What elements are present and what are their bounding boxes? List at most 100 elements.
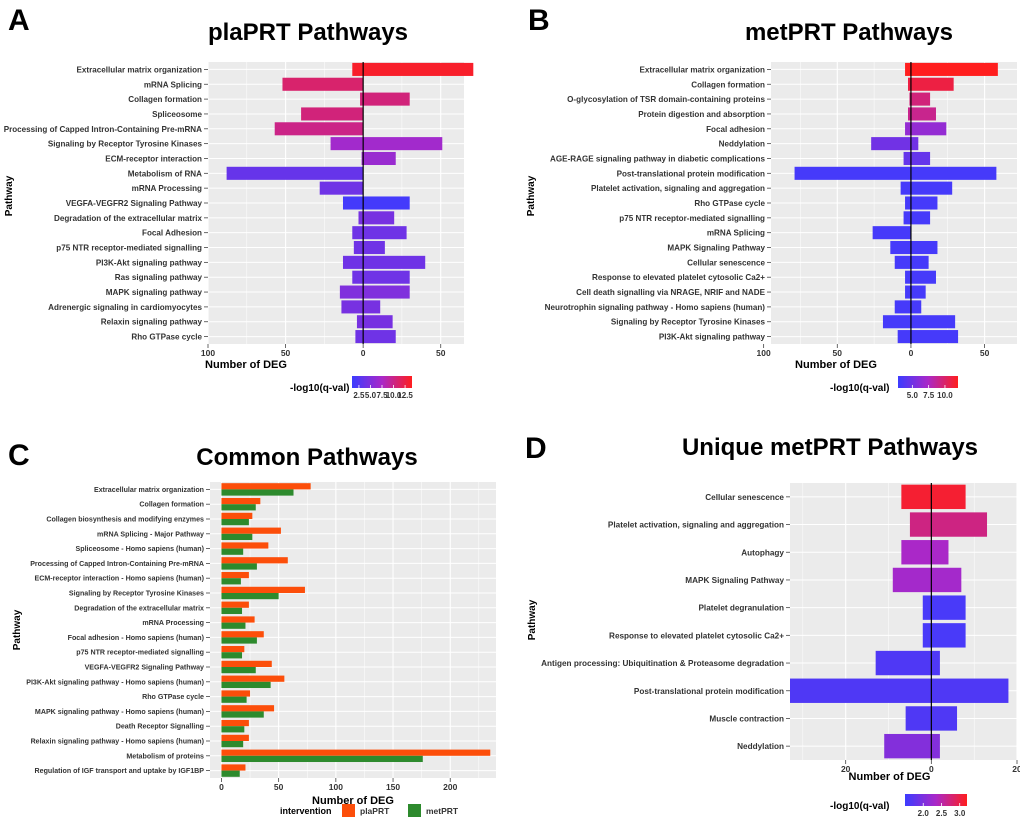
y-tick-label: Metabolism of RNA <box>128 169 202 178</box>
bar-mrna-processing-plaprt <box>221 616 255 623</box>
panel-c: C Common Pathways Extracellular matrix org… <box>8 439 496 817</box>
legend-title: -log10(q-val) <box>830 801 889 812</box>
x-axis-label: Number of DEG <box>849 771 931 783</box>
y-tick-label: Neddylation <box>737 742 784 751</box>
bar-neddylation-neg <box>871 137 911 151</box>
bar-pi3k-akt-signaling-pathway-pos <box>910 330 959 344</box>
colorbar-legend: -log10(q-val) 2.0 2.5 3.0 <box>830 794 967 818</box>
y-tick-label: p75 NTR receptor-mediated signalling <box>76 649 204 657</box>
colorbar-tick-label: 7.5 <box>376 391 388 400</box>
bar-rho-gtpase-cycle-neg <box>355 330 364 344</box>
bar-focal-adhesion-homo-sapiens-human-metprt <box>221 637 257 644</box>
bar-focal-adhesion-neg <box>352 226 364 240</box>
y-tick-label: Spliceosome - Homo sapiens (human) <box>76 545 205 553</box>
y-tick-label: Collagen formation <box>691 80 765 89</box>
y-tick-label: mRNA Processing <box>132 184 202 193</box>
y-tick-label: Signaling by Receptor Tyrosine Kinases <box>611 318 766 327</box>
panel-d: D Unique metPRT Pathways Cellular senescen… <box>525 432 1020 818</box>
y-tick-label: Signaling by Receptor Tyrosine Kinases <box>69 590 204 598</box>
y-tick-label: Cellular senescence <box>705 493 784 502</box>
bar-adrenergic-signaling-in-cardiomyocytes-neg <box>341 300 364 314</box>
bar-p75-ntr-receptor-mediated-signalling-metprt <box>221 652 243 659</box>
y-axis-label: Pathway <box>4 175 15 216</box>
y-tick-label: AGE-RAGE signaling pathway in diabetic c… <box>550 154 765 163</box>
bar-autophagy-pos <box>931 540 949 565</box>
y-tick-label: Protein digestion and absorption <box>638 110 765 119</box>
bar-mapk-signaling-pathway-neg <box>339 285 364 299</box>
bar-mapk-signaling-pathway-pos <box>931 567 962 593</box>
bar-mrna-splicing-neg <box>282 77 364 91</box>
y-tick-label: O-glycosylation of TSR domain-containing… <box>567 95 765 104</box>
y-tick-label: p75 NTR receptor-mediated signalling <box>619 214 765 223</box>
bar-mapk-signaling-pathway-pos <box>363 285 410 299</box>
y-tick-label: Signaling by Receptor Tyrosine Kinases <box>48 140 203 149</box>
y-tick-label: PI3K-Akt signaling pathway <box>659 333 766 342</box>
bar-muscle-contraction-pos <box>931 706 958 731</box>
y-tick-label: Focal Adhesion <box>142 229 202 238</box>
y-tick-label: Neurotrophin signaling pathway - Homo sa… <box>545 303 766 312</box>
bar-pi3k-akt-signaling-pathway-neg <box>897 330 911 344</box>
x-tick-label: 50 <box>833 348 843 358</box>
bar-age-rage-signaling-pathway-in-diabetic-complications-pos <box>910 151 931 166</box>
panel-letter: B <box>528 4 550 37</box>
bar-neddylation-neg <box>884 733 932 759</box>
bar-p75-ntr-receptor-mediated-signalling-pos <box>363 240 385 255</box>
bar-muscle-contraction-neg <box>905 706 932 731</box>
y-tick-label: Ras signaling pathway <box>115 273 203 282</box>
y-tick-label: Platelet degranulation <box>698 604 784 613</box>
x-tick-label: 50 <box>281 348 291 358</box>
colorbar-legend: -log10(q-val) 5.0 7.5 10.0 <box>830 376 958 400</box>
bar-response-to-elevated-platelet-cytosolic-ca2-pos <box>910 270 936 284</box>
bar-collagen-formation-plaprt <box>221 497 261 505</box>
bar-p75-ntr-receptor-mediated-signalling-neg <box>353 240 364 255</box>
y-tick-label: Focal adhesion <box>706 125 765 134</box>
bar-collagen-biosynthesis-and-modifying-enzymes-metprt <box>221 519 249 526</box>
bar-pi3k-akt-signaling-pathway-neg <box>342 255 364 269</box>
bar-collagen-formation-pos <box>363 92 410 106</box>
legend-title: intervention <box>280 806 332 816</box>
bar-mapk-signaling-pathway-neg <box>890 240 911 255</box>
bar-collagen-biosynthesis-and-modifying-enzymes-plaprt <box>221 512 253 519</box>
y-tick-label: Autophagy <box>741 548 784 557</box>
x-tick-label: 0 <box>361 348 366 358</box>
chart-title: metPRT Pathways <box>745 19 953 46</box>
bar-ecm-receptor-interaction-homo-sapiens-human-plaprt <box>221 571 249 579</box>
x-tick-label: 150 <box>386 782 400 792</box>
bar-focal-adhesion-pos <box>910 122 947 136</box>
bar-ras-signaling-pathway-pos <box>363 270 410 284</box>
x-tick-label: 100 <box>757 348 771 358</box>
colorbar-legend: -log10(q-val) 2.5 5.0 7.510.012.5 <box>290 376 413 400</box>
y-tick-label: PI3K-Akt signaling pathway <box>96 258 203 267</box>
y-tick-label: Antigen processing: Ubiquitination & Pro… <box>541 659 784 668</box>
y-tick-label: Relaxin signaling pathway - Homo sapiens… <box>31 738 205 746</box>
y-tick-label: PI3K-Akt signaling pathway - Homo sapien… <box>26 678 204 686</box>
bar-post-translational-protein-modification-pos <box>910 166 997 180</box>
bar-signaling-by-receptor-tyrosine-kinases-pos <box>910 315 956 329</box>
y-tick-label: ECM-receptor interaction <box>105 154 202 163</box>
colorbar-tick-label: 3.0 <box>954 809 966 818</box>
y-tick-label: Focal adhesion - Homo sapiens (human) <box>68 634 205 642</box>
bar-spliceosome-homo-sapiens-human-metprt <box>221 548 244 555</box>
y-tick-label: Neddylation <box>719 140 765 149</box>
y-tick-label: MAPK Signaling Pathway <box>667 244 765 253</box>
colorbar-tick-label: 10.0 <box>386 391 402 400</box>
bar-ecm-receptor-interaction-pos <box>363 151 396 166</box>
legend-swatch-plaprt <box>342 804 355 817</box>
bar-platelet-activation-signaling-and-aggregation-neg <box>900 181 911 195</box>
bar-regulation-of-igf-transport-and-uptake-by-igf1bp-metprt <box>221 770 240 777</box>
bar-metabolism-of-proteins-plaprt <box>221 749 491 756</box>
y-tick-label: Rho GTPase cycle <box>142 693 204 701</box>
chart-title: plaPRT Pathways <box>208 19 408 46</box>
colorbar <box>905 794 967 806</box>
bar-mapk-signaling-pathway-neg <box>892 567 932 593</box>
bar-post-translational-protein-modification-neg <box>790 678 932 703</box>
bar-degradation-of-the-extracellular-matrix-plaprt <box>221 601 249 608</box>
x-tick-label: 50 <box>436 348 446 358</box>
y-tick-label: Platelet activation, signaling and aggre… <box>608 521 784 530</box>
bar-processing-of-capped-intron-containing-pre-mrna-metprt <box>221 563 257 570</box>
series-legend: intervention plaPRT metPRT <box>280 804 459 817</box>
bar-relaxin-signaling-pathway-neg <box>356 315 364 329</box>
colorbar-tick-label: 2.0 <box>918 809 930 818</box>
bar-antigen-processing-ubiquitination-proteasome-degradation-neg <box>875 650 932 676</box>
